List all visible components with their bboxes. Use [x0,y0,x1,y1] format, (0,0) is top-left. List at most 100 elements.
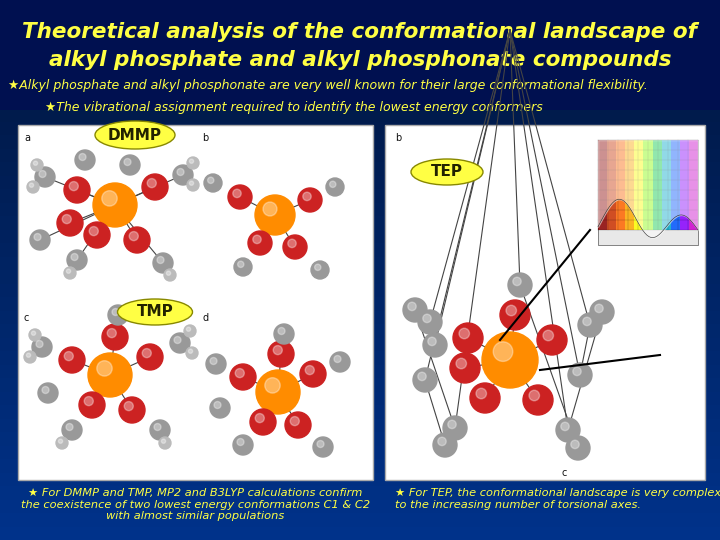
Circle shape [228,185,252,209]
Text: b: b [202,133,209,143]
Circle shape [317,441,324,448]
Circle shape [71,253,78,260]
Circle shape [506,305,516,316]
Circle shape [330,352,350,372]
Circle shape [79,153,86,160]
Circle shape [174,336,181,343]
Text: ★ For TEP, the conformational landscape is very complex due
to the increasing nu: ★ For TEP, the conformational landscape … [395,488,720,510]
Circle shape [315,264,321,271]
Text: TEP: TEP [431,165,463,179]
Bar [0,135,720,148]
Circle shape [423,333,447,357]
Circle shape [66,269,71,273]
Circle shape [263,202,277,216]
Circle shape [571,440,579,449]
Circle shape [62,420,82,440]
Bar [598,140,607,230]
Circle shape [107,328,117,338]
Circle shape [256,370,300,414]
Circle shape [568,363,592,387]
Circle shape [305,366,315,375]
Bar [0,378,720,392]
Bar [625,140,634,230]
Bar [616,140,625,230]
Text: c: c [24,313,30,323]
Circle shape [204,174,222,192]
Circle shape [268,341,294,367]
Circle shape [142,174,168,200]
Circle shape [189,159,194,163]
Circle shape [456,358,467,369]
Bar [0,27,720,40]
Text: c: c [561,468,567,478]
Bar [0,162,720,176]
Circle shape [290,416,300,426]
Circle shape [93,183,137,227]
Circle shape [500,300,530,330]
Circle shape [124,227,150,253]
Bar [0,68,720,81]
Bar [0,418,720,432]
Bar [0,54,720,68]
Bar [0,243,720,256]
Circle shape [170,333,190,353]
Bar [0,392,720,405]
Circle shape [448,420,456,429]
Circle shape [24,351,36,363]
Circle shape [493,342,513,361]
Circle shape [36,341,43,348]
Text: ★Alkyl phosphate and alkyl phosphonate are very well known for their large confo: ★Alkyl phosphate and alkyl phosphonate a… [8,79,648,92]
Text: b: b [395,133,401,143]
Bar [0,216,720,229]
Bar [385,125,705,480]
Circle shape [566,436,590,460]
Bar [0,176,720,189]
Bar [689,140,698,230]
Bar [0,432,720,445]
Circle shape [137,344,163,370]
Text: TMP: TMP [137,305,174,320]
Circle shape [154,423,161,430]
Circle shape [403,298,427,322]
Bar [680,140,689,230]
Circle shape [573,367,581,376]
Circle shape [64,352,73,361]
Circle shape [119,397,145,423]
Circle shape [159,437,171,449]
Bar [0,122,720,135]
Circle shape [102,191,117,206]
Circle shape [69,181,78,191]
Bar [0,270,720,284]
Circle shape [27,181,39,193]
Bar [671,140,680,230]
Bar [0,526,720,540]
Circle shape [250,409,276,435]
Bar [0,297,720,310]
Circle shape [34,233,41,240]
Circle shape [186,347,198,359]
Bar [652,140,662,230]
Circle shape [157,256,164,264]
Circle shape [187,157,199,169]
Bar [0,405,720,418]
Circle shape [161,439,166,443]
Circle shape [556,418,580,442]
Circle shape [129,232,138,241]
Circle shape [153,253,173,273]
Circle shape [142,348,151,357]
Circle shape [79,392,105,418]
Circle shape [443,416,467,440]
Circle shape [237,438,244,445]
Circle shape [166,271,171,275]
Circle shape [300,361,326,387]
Circle shape [56,437,68,449]
Circle shape [42,387,49,394]
Circle shape [33,161,37,165]
Bar [18,125,373,480]
Circle shape [230,364,256,390]
Circle shape [102,324,128,350]
Circle shape [248,231,272,255]
Circle shape [58,439,63,443]
Circle shape [187,179,199,191]
Bar [0,148,720,162]
